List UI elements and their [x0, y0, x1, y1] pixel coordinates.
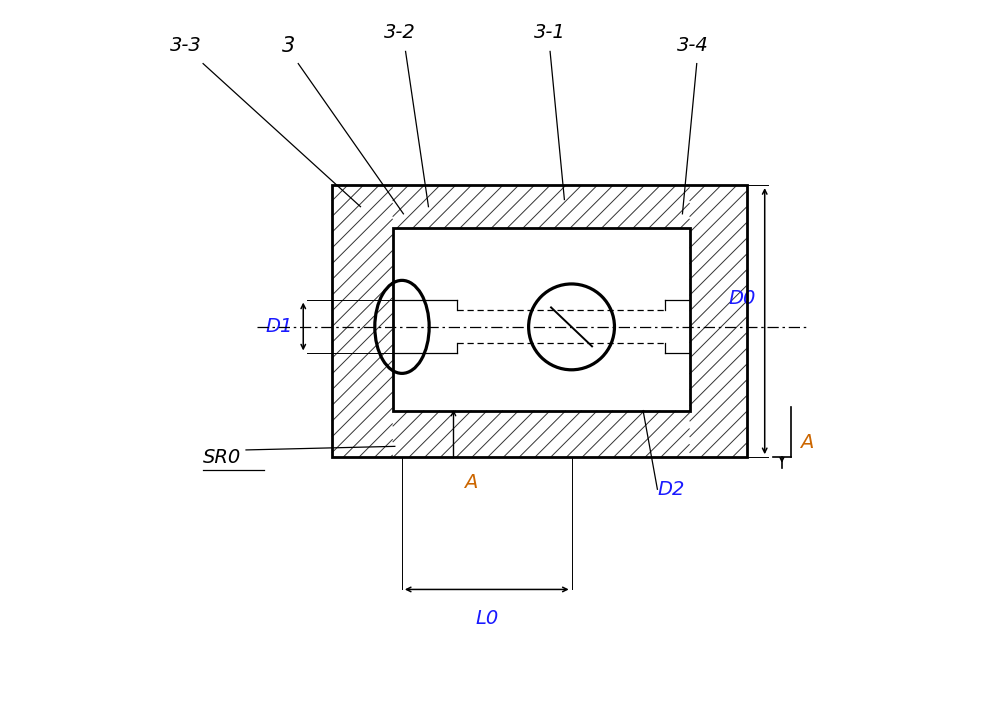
- Text: A: A: [464, 473, 478, 492]
- Text: 3-2: 3-2: [384, 23, 416, 43]
- Text: L0: L0: [475, 609, 498, 629]
- Text: 3-1: 3-1: [534, 23, 566, 43]
- Text: D1: D1: [265, 317, 293, 337]
- Bar: [393, 228, 690, 410]
- Text: SR0: SR0: [203, 448, 241, 466]
- Text: 3-3: 3-3: [169, 36, 201, 56]
- Text: D0: D0: [729, 288, 756, 308]
- Text: 3-4: 3-4: [677, 36, 709, 56]
- Text: D2: D2: [657, 479, 685, 499]
- Bar: [332, 185, 747, 457]
- Text: A: A: [800, 433, 813, 452]
- Text: 3: 3: [282, 36, 296, 56]
